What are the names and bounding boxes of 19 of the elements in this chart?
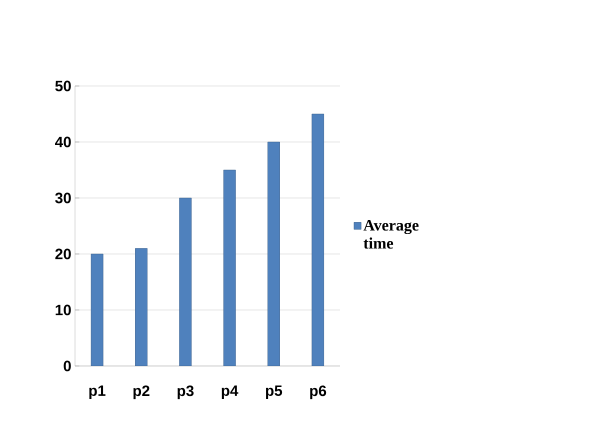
x-tick-label: p2 (133, 386, 150, 400)
bar (90, 254, 104, 366)
bar (312, 114, 324, 366)
bar (135, 248, 148, 366)
x-tick-label: p4 (222, 386, 238, 399)
y-tick-label: 20 (55, 248, 71, 260)
x-tick-label: p5 (266, 386, 282, 399)
x-tick-label: p1 (89, 386, 106, 399)
legend-label: Average time (363, 220, 419, 249)
bar (268, 142, 280, 366)
x-tick-label: p6 (310, 386, 326, 400)
y-tick-label: 40 (55, 136, 71, 148)
y-tick-label: 30 (55, 192, 71, 204)
bar (179, 198, 192, 366)
y-tick-label: 0 (64, 360, 71, 372)
y-tick-label: 50 (55, 80, 71, 92)
bar (223, 170, 236, 366)
y-tick-label: 10 (56, 304, 71, 316)
x-tick-label: p3 (178, 386, 194, 400)
